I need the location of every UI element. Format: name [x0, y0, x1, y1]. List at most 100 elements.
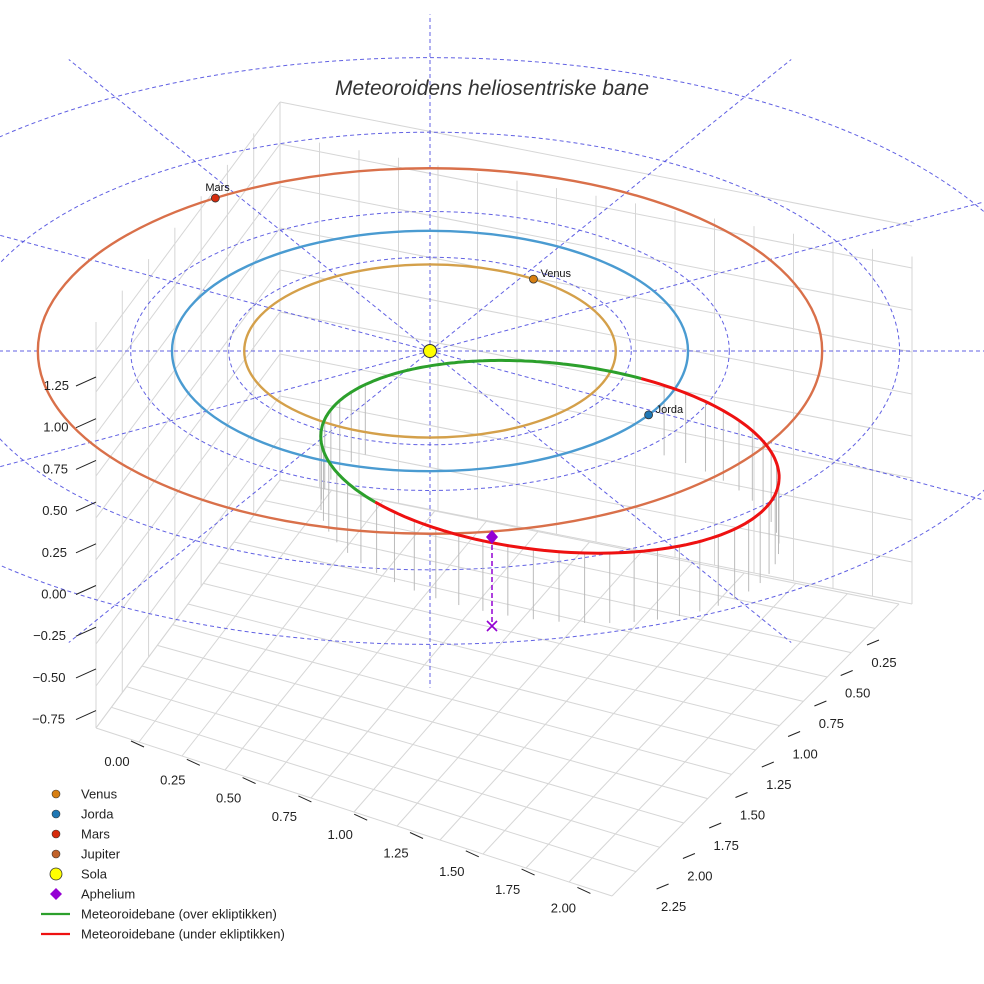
y-tick-mark — [709, 822, 722, 829]
legend-marker-jorda — [51, 809, 61, 819]
z-tick-label: −0.75 — [32, 712, 65, 727]
grid-line — [439, 562, 694, 841]
z-tick-label: 0.75 — [43, 461, 68, 476]
x-tick-mark — [130, 740, 145, 748]
y-tick-label: 2.25 — [661, 899, 686, 914]
legend-label-aphelium: Aphelium — [81, 887, 135, 902]
x-tick-label: 0.50 — [216, 791, 241, 806]
planet-label-mars: Mars — [205, 182, 230, 194]
x-tick-mark — [353, 813, 368, 821]
x-tick-label: 1.25 — [383, 846, 408, 861]
legend-label-jorda: Jorda — [81, 807, 114, 822]
markers: Venus Jorda Mars — [205, 182, 684, 632]
x-tick-mark — [577, 886, 591, 894]
y-tick-mark — [814, 700, 827, 707]
y-tick-mark — [735, 792, 748, 798]
reference-radial — [68, 59, 431, 352]
z-tick-label: 0.25 — [42, 545, 67, 560]
legend-marker-aphelium — [50, 888, 62, 900]
z-tick-label: 0.00 — [41, 587, 66, 602]
grid-line — [218, 562, 804, 702]
orbit-venus — [243, 263, 617, 439]
legend-marker-venus — [51, 789, 61, 799]
grid-line — [95, 353, 281, 603]
orbit-jorda — [170, 229, 690, 473]
y-tick-label: 1.00 — [792, 747, 817, 762]
x-tick-mark — [242, 777, 256, 785]
grid-line — [353, 541, 590, 813]
z-tick-label: 0.50 — [42, 503, 67, 518]
x-tick-label: 1.50 — [439, 864, 464, 879]
reference-radial — [429, 350, 984, 501]
grid-line — [279, 479, 913, 605]
x-tick-label: 0.75 — [272, 809, 297, 824]
x-tick-label: 0.25 — [160, 772, 185, 787]
legend-marker-sola — [49, 867, 63, 881]
y-tick-label: 1.50 — [740, 808, 765, 823]
grid-line — [279, 437, 913, 563]
x-tick-label: 0.00 — [104, 754, 129, 769]
x-tick-label: 2.00 — [551, 900, 576, 915]
z-tick-mark — [75, 376, 97, 387]
legend-marker-jupiter — [51, 849, 61, 859]
sun-marker — [423, 344, 437, 358]
meteoroid-under-ecliptic — [374, 377, 781, 555]
grid-line — [279, 395, 913, 521]
meteoroid-orbit — [319, 358, 781, 555]
reference-radial — [429, 201, 984, 352]
grid-line — [611, 603, 900, 897]
z-tick-label: −0.25 — [33, 628, 66, 643]
grid-line — [279, 101, 913, 227]
planet-label-jorda: Jorda — [656, 404, 684, 416]
z-tick-label: 1.00 — [43, 420, 68, 435]
z-tick-mark — [75, 668, 97, 679]
x-tick-label: 1.00 — [328, 827, 353, 842]
grid-line — [95, 437, 281, 687]
z-tick-label: 1.25 — [44, 378, 69, 393]
grid-line — [279, 143, 913, 269]
meteoroid-over-ecliptic — [319, 358, 642, 504]
grid-line — [95, 227, 281, 477]
y-tick-mark — [866, 639, 880, 646]
x-tick-mark — [298, 795, 312, 803]
planet-marker-mars — [210, 193, 220, 203]
grid-line — [279, 227, 913, 353]
grid-line — [95, 143, 281, 393]
reference-radial — [68, 350, 431, 643]
reference-circle — [130, 211, 730, 491]
grid-line — [95, 479, 281, 729]
orbits — [36, 167, 824, 535]
legend-label-meteoroidebane-over-ekliptikken: Meteoroidebane (over ekliptikken) — [81, 907, 277, 922]
grid-line — [279, 311, 913, 437]
chart-title: Meteoroidens heliosentriske bane — [335, 77, 649, 100]
y-tick-mark — [656, 883, 669, 890]
reference-radial — [429, 59, 792, 352]
y-tick-mark — [840, 670, 853, 676]
reference-radial — [429, 350, 792, 643]
grid-line — [264, 500, 876, 629]
reference-circles — [0, 14, 984, 688]
z-tick-mark — [75, 710, 97, 721]
axis-ticks: 1.251.000.750.500.250.00−0.25−0.50−0.750… — [32, 376, 897, 915]
planet-label-venus: Venus — [540, 268, 571, 280]
x-tick-mark — [465, 850, 480, 858]
x-tick-mark — [409, 832, 424, 839]
y-tick-label: 0.50 — [845, 686, 870, 701]
grid-line — [249, 520, 852, 654]
legend-marker-mars — [51, 829, 61, 839]
aphelion-marker — [486, 530, 498, 544]
legend-label-venus: Venus — [81, 787, 118, 802]
legend: Venus Jorda Mars Jupiter Sola Aphelium Meteoro… — [41, 787, 285, 942]
x-tick-mark — [521, 868, 535, 876]
y-tick-mark — [761, 761, 774, 768]
reference-radial — [0, 350, 431, 468]
planet-marker-venus — [529, 274, 538, 284]
legend-label-sola: Sola — [81, 867, 108, 882]
z-tick-mark — [75, 626, 97, 637]
y-tick-label: 1.25 — [766, 777, 791, 792]
legend-label-jupiter: Jupiter — [81, 847, 121, 862]
z-tick-mark — [75, 418, 97, 429]
y-tick-mark — [682, 853, 696, 859]
grid-line — [95, 101, 281, 351]
